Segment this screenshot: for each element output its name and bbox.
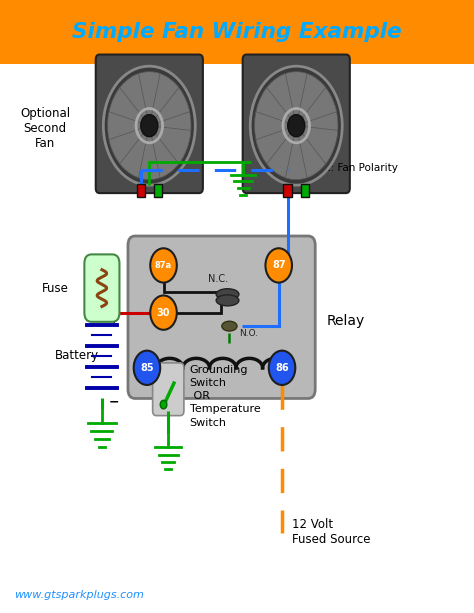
Text: www.gtsparkplugs.com: www.gtsparkplugs.com <box>14 590 144 600</box>
Circle shape <box>288 115 305 137</box>
FancyBboxPatch shape <box>301 184 309 197</box>
FancyBboxPatch shape <box>154 184 162 197</box>
Ellipse shape <box>216 289 239 300</box>
Polygon shape <box>154 82 190 123</box>
Ellipse shape <box>216 295 239 306</box>
Circle shape <box>269 351 295 385</box>
Polygon shape <box>152 132 183 178</box>
FancyBboxPatch shape <box>84 254 119 322</box>
Text: 12 Volt
Fused Source: 12 Volt Fused Source <box>292 518 370 546</box>
Text: Optional
Second
Fan: Optional Second Fan <box>20 107 70 150</box>
Polygon shape <box>132 72 160 116</box>
FancyBboxPatch shape <box>153 363 184 416</box>
Text: Grounding
Switch
 OR
Temperature
Switch: Grounding Switch OR Temperature Switch <box>190 365 260 427</box>
Polygon shape <box>299 132 330 178</box>
Polygon shape <box>108 88 143 124</box>
Text: N.O.: N.O. <box>239 329 258 338</box>
Polygon shape <box>138 135 167 180</box>
FancyBboxPatch shape <box>243 55 350 193</box>
Polygon shape <box>109 129 145 170</box>
Polygon shape <box>157 103 191 140</box>
Text: 30: 30 <box>157 308 170 318</box>
Polygon shape <box>302 127 338 164</box>
Circle shape <box>150 295 177 330</box>
Circle shape <box>103 66 195 185</box>
Circle shape <box>160 400 167 409</box>
Polygon shape <box>155 127 191 164</box>
Circle shape <box>150 248 177 283</box>
Text: N.C.: N.C. <box>208 274 228 284</box>
Polygon shape <box>267 134 295 180</box>
Polygon shape <box>262 74 294 120</box>
Text: 87: 87 <box>272 261 285 270</box>
Text: Battery: Battery <box>55 349 99 362</box>
Text: Simple Fan Wiring Example: Simple Fan Wiring Example <box>72 23 402 42</box>
Polygon shape <box>279 72 307 116</box>
FancyBboxPatch shape <box>283 184 292 197</box>
Text: 86: 86 <box>275 363 289 373</box>
Polygon shape <box>256 129 292 170</box>
Text: Note: Fan Polarity: Note: Fan Polarity <box>306 163 398 173</box>
Polygon shape <box>255 112 289 148</box>
Circle shape <box>134 351 160 385</box>
FancyBboxPatch shape <box>0 0 474 64</box>
Circle shape <box>141 115 158 137</box>
FancyBboxPatch shape <box>96 55 203 193</box>
Polygon shape <box>301 82 337 123</box>
Text: 87a: 87a <box>155 261 172 270</box>
Circle shape <box>250 66 342 185</box>
Text: Fuse: Fuse <box>42 281 69 295</box>
Circle shape <box>265 248 292 283</box>
Text: 85: 85 <box>140 363 154 373</box>
Polygon shape <box>150 72 179 118</box>
Text: +: + <box>109 313 119 327</box>
FancyBboxPatch shape <box>137 184 145 197</box>
Polygon shape <box>120 134 148 180</box>
Polygon shape <box>304 103 338 140</box>
Ellipse shape <box>222 321 237 331</box>
Polygon shape <box>115 74 147 120</box>
Polygon shape <box>297 72 326 118</box>
Polygon shape <box>285 135 314 180</box>
Text: −: − <box>109 395 119 408</box>
Text: Relay: Relay <box>327 314 365 327</box>
Polygon shape <box>108 112 142 148</box>
Polygon shape <box>255 88 290 124</box>
FancyBboxPatch shape <box>128 236 315 398</box>
